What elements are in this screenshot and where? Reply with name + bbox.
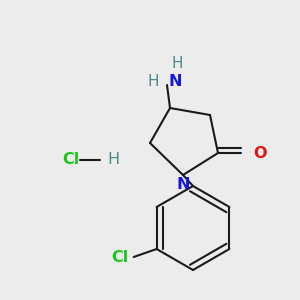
Text: Cl: Cl [62, 152, 79, 167]
Text: N: N [169, 74, 182, 89]
Text: O: O [253, 146, 266, 160]
Text: N: N [176, 177, 190, 192]
Text: Cl: Cl [111, 250, 129, 265]
Text: H: H [171, 56, 183, 71]
Text: H: H [107, 152, 119, 167]
Text: H: H [148, 74, 159, 89]
